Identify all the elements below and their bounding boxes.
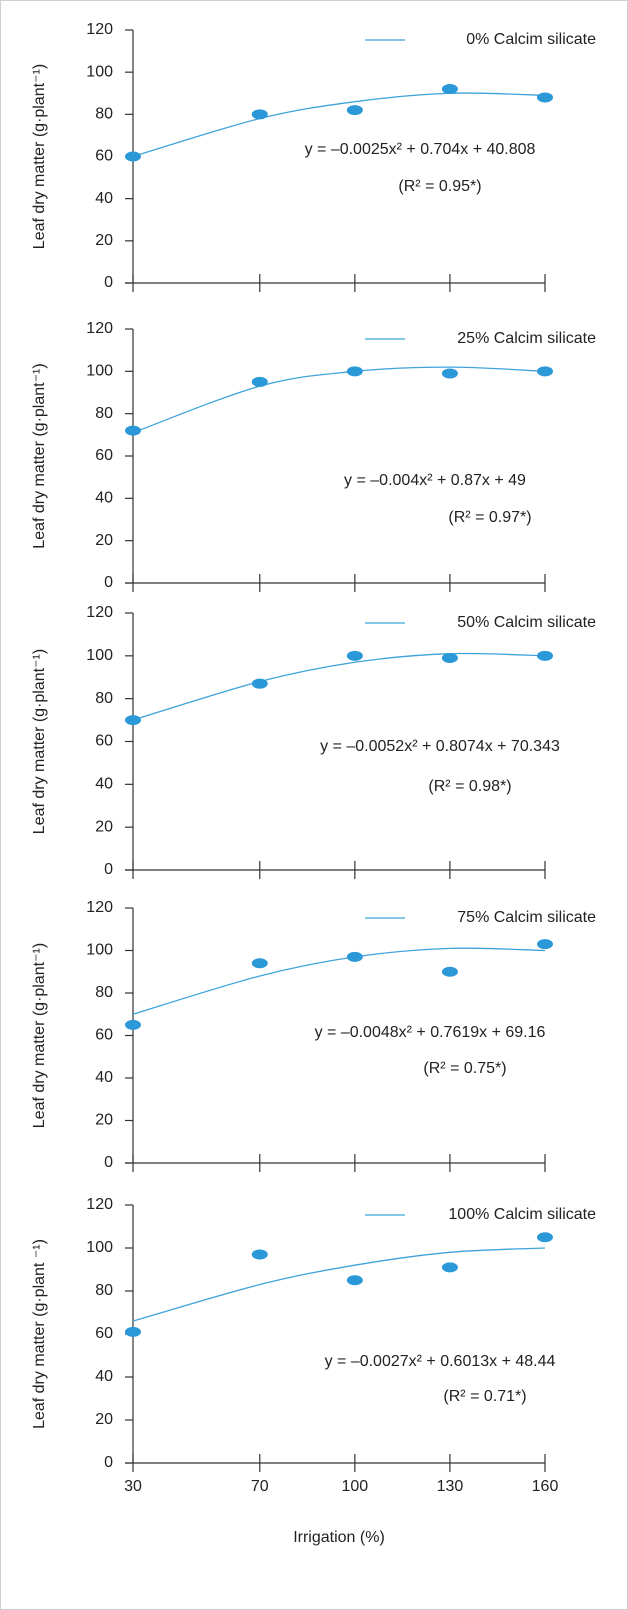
data-point <box>125 151 141 162</box>
y-tick-label: 0 <box>104 1454 113 1471</box>
y-axis-label: Leaf dry matter (g·plant⁻¹) <box>31 363 48 548</box>
fit-curve <box>132 947 546 1015</box>
data-point <box>125 425 141 436</box>
x-tick-label: 100 <box>341 1478 368 1495</box>
x-tick-label: 30 <box>124 1478 142 1495</box>
data-point <box>441 368 458 379</box>
y-tick-label: 80 <box>95 1282 113 1299</box>
data-point <box>346 366 363 377</box>
y-tick-label: 120 <box>86 21 113 38</box>
y-tick-label: 100 <box>86 942 113 959</box>
legend-label: 25% Calcim silicate <box>457 330 596 347</box>
data-point <box>441 84 458 95</box>
y-tick-label: 0 <box>104 1154 113 1171</box>
data-point <box>537 366 553 377</box>
equation: y = –0.0027x² + 0.6013x + 48.44 <box>325 1353 556 1370</box>
y-tick-label: 20 <box>95 1112 113 1129</box>
y-tick-label: 40 <box>95 1069 113 1086</box>
fit-curve <box>132 92 546 158</box>
data-point <box>125 1326 141 1337</box>
data-point <box>251 958 268 969</box>
y-tick-label: 40 <box>95 1368 113 1385</box>
data-point <box>441 652 458 663</box>
x-tick-label: 130 <box>437 1478 464 1495</box>
fit-curve <box>132 366 546 434</box>
data-point <box>537 939 553 950</box>
y-tick-label: 60 <box>95 733 113 750</box>
equation: y = –0.004x² + 0.87x + 49 <box>344 472 526 489</box>
equation: y = –0.0048x² + 0.7619x + 69.16 <box>315 1024 546 1041</box>
data-point <box>346 105 363 116</box>
y-tick-label: 40 <box>95 190 113 207</box>
y-tick-label: 80 <box>95 405 113 422</box>
x-tick-label: 70 <box>251 1478 269 1495</box>
fit-curve <box>132 652 546 721</box>
data-point <box>346 951 363 962</box>
r-squared: (R² = 0.71*) <box>443 1388 526 1405</box>
legend-label: 0% Calcim silicate <box>466 31 596 48</box>
y-tick-label: 60 <box>95 1325 113 1342</box>
data-point <box>125 1019 141 1030</box>
y-tick-label: 60 <box>95 148 113 165</box>
data-point <box>441 1262 458 1273</box>
x-tick-label: 160 <box>532 1478 559 1495</box>
y-tick-label: 20 <box>95 532 113 549</box>
y-tick-label: 100 <box>86 63 113 80</box>
y-tick-label: 20 <box>95 232 113 249</box>
y-tick-label: 100 <box>86 363 113 380</box>
data-point <box>251 1249 268 1260</box>
y-tick-label: 60 <box>95 447 113 464</box>
equation: y = –0.0025x² + 0.704x + 40.808 <box>305 141 536 158</box>
r-squared: (R² = 0.98*) <box>428 778 511 795</box>
y-tick-label: 100 <box>86 647 113 664</box>
y-tick-label: 60 <box>95 1027 113 1044</box>
y-tick-label: 120 <box>86 320 113 337</box>
y-tick-label: 120 <box>86 1196 113 1213</box>
y-tick-label: 20 <box>95 818 113 835</box>
y-tick-label: 80 <box>95 106 113 123</box>
data-point <box>346 1275 363 1286</box>
data-point <box>346 650 363 661</box>
legend-label: 100% Calcim silicate <box>448 1206 596 1223</box>
y-axis-label: Leaf dry matter (g·plant⁻¹) <box>31 64 48 249</box>
fit-curve <box>132 1247 546 1322</box>
y-tick-label: 80 <box>95 690 113 707</box>
y-tick-label: 40 <box>95 490 113 507</box>
data-point <box>251 376 268 387</box>
y-axis-label: Leaf dry matter (g·plant ⁻¹) <box>31 1239 48 1429</box>
data-point <box>125 715 141 726</box>
data-point <box>537 1232 553 1243</box>
y-tick-label: 120 <box>86 604 113 621</box>
y-tick-label: 100 <box>86 1239 113 1256</box>
r-squared: (R² = 0.97*) <box>448 509 531 526</box>
data-point <box>251 109 268 120</box>
y-axis-label: Leaf dry matter (g·plant⁻¹) <box>31 943 48 1128</box>
equation: y = –0.0052x² + 0.8074x + 70.343 <box>320 738 560 755</box>
y-axis-label: Leaf dry matter (g·plant⁻¹) <box>31 649 48 834</box>
y-tick-label: 0 <box>104 574 113 591</box>
data-point <box>251 678 268 689</box>
y-tick-label: 20 <box>95 1411 113 1428</box>
data-point <box>441 966 458 977</box>
r-squared: (R² = 0.75*) <box>423 1060 506 1077</box>
y-tick-label: 0 <box>104 274 113 291</box>
legend-label: 50% Calcim silicate <box>457 614 596 631</box>
y-tick-label: 40 <box>95 776 113 793</box>
legend-label: 75% Calcim silicate <box>457 909 596 926</box>
y-tick-label: 120 <box>86 899 113 916</box>
y-tick-label: 80 <box>95 984 113 1001</box>
data-point <box>537 92 553 103</box>
data-point <box>537 650 553 661</box>
x-axis-label: Irrigation (%) <box>293 1529 385 1546</box>
y-tick-label: 0 <box>104 861 113 878</box>
r-squared: (R² = 0.95*) <box>398 178 481 195</box>
